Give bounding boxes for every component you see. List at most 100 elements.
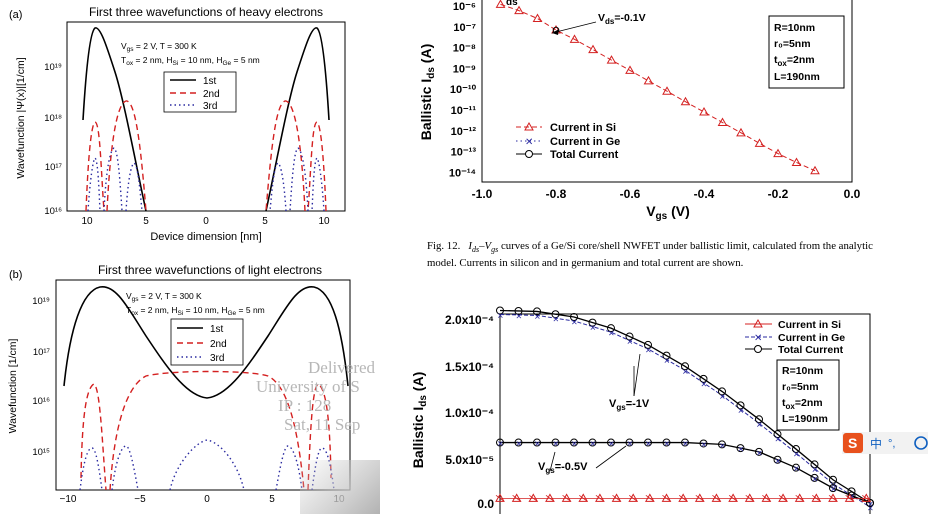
data-point-si — [528, 493, 539, 502]
y-tick-label: 10⁻¹³ — [451, 147, 477, 159]
data-point-ge: ✕ — [738, 445, 745, 454]
data-point-total — [496, 306, 504, 315]
data-point-ge: ✕ — [738, 406, 745, 415]
x-tick-label: -0.8 — [546, 187, 567, 201]
data-point-si — [794, 493, 805, 502]
x-tick-labels: -1.0 -0.8 -0.6 -0.4 -0.2 0.0 — [472, 187, 861, 201]
ids-vgs-log-chart: 10⁻⁶ 10⁻⁷ 10⁻⁸ 10⁻⁹ 10⁻¹⁰ 10⁻¹¹ 10⁻¹² 10⁻¹³ 10⁻¹… — [418, 0, 861, 222]
data-point-ge: ✕ — [701, 380, 708, 389]
ime-emoji-icon[interactable] — [914, 436, 928, 450]
data-point-si — [495, 0, 506, 8]
x-tick-label: 10 — [81, 216, 93, 227]
y-tick-labels: 10¹⁹ 10¹⁷ 10¹⁶ 10¹⁵ — [32, 296, 50, 458]
y-tick-labels: 10¹⁹ 10¹⁸ 10¹⁷ 10¹⁶ — [44, 62, 62, 217]
data-point-si — [595, 493, 605, 502]
data-point-ge: ✕ — [682, 440, 689, 449]
data-point-total — [718, 387, 726, 396]
data-point-total — [792, 445, 800, 454]
series-group: ✕ ✕ ✕ ✕ ✕✕✕✕✕✕✕✕✕✕✕✕✕✕✕✕✕✕ ✕ ✕ ✕ ✕ ✕ ✕ ✕ ✕ ✕ ✕ ✕ ✕ ✕ ✕✕✕✕✕… — [495, 306, 874, 513]
x-tick-label: -0.6 — [620, 187, 641, 201]
params-line-1: Vgs = 2 V, T = 300 K — [126, 291, 202, 303]
caption-text: curves of a Ge/Si core/shell NWFET under… — [427, 240, 873, 269]
data-point-si — [606, 55, 617, 64]
data-point-si — [680, 96, 691, 106]
data-point-si — [728, 493, 738, 502]
data-point-ge: ✕ — [664, 440, 671, 449]
data-point-si — [561, 493, 572, 502]
data-point-total — [681, 362, 689, 371]
data-point-si — [588, 44, 598, 54]
x-tick-label: 0 — [204, 494, 210, 505]
data-point-total — [644, 438, 652, 447]
data-point-total — [829, 484, 837, 493]
sogou-s-glyph: S — [848, 435, 857, 451]
data-point-ge: ✕ — [867, 504, 874, 513]
line-total-vgs-05 — [500, 441, 871, 504]
y-tick-label: 10¹⁸ — [44, 113, 62, 124]
data-point-si — [694, 493, 705, 502]
data-point-si — [511, 493, 522, 502]
line-current-in-si — [500, 3, 816, 172]
caption-ids-symbol: I — [468, 240, 473, 252]
watermark-line: University of S — [256, 377, 360, 396]
annotation-arrow — [595, 445, 627, 469]
curve-3rd-right — [269, 147, 325, 212]
data-point-total — [588, 438, 597, 447]
y-tick-label: 10¹⁹ — [44, 62, 62, 73]
params-box: R=10nm r₀=5nm tox=2nm L=190nm — [776, 359, 840, 431]
data-point-si — [514, 5, 524, 15]
y-axis-label: Ballistic Ids (A) — [418, 44, 437, 140]
curve-1st-left — [82, 27, 147, 212]
annotation-arrow — [551, 21, 597, 34]
legend: Current in Si ✕ Current in Ge Total Curr… — [745, 318, 845, 356]
x-tick-label: 5 — [143, 216, 149, 227]
data-point-total — [755, 415, 763, 424]
legend-label: Current in Ge — [778, 332, 845, 344]
annotation-arrow — [549, 451, 556, 472]
data-point-total — [644, 340, 652, 349]
data-point-ge: ✕ — [608, 329, 615, 338]
x-tick-label: 0.0 — [844, 187, 861, 201]
ime-language-label[interactable]: 中 — [870, 436, 882, 451]
data-point-si — [699, 107, 709, 116]
legend-box — [163, 71, 237, 113]
x-tick-label: -1.0 — [472, 187, 493, 201]
circle-marker — [754, 345, 762, 353]
ime-toolbar[interactable]: S 中 °, — [842, 432, 928, 454]
x-tick-label: −5 — [134, 494, 146, 505]
ime-punctuation-icon[interactable]: °, — [888, 438, 895, 450]
line-ge-vgs-1 — [499, 313, 871, 508]
data-point-si — [532, 13, 543, 23]
data-point-total — [810, 473, 819, 482]
y-tick-label: 10¹⁶ — [44, 206, 62, 217]
data-point-si — [844, 493, 855, 502]
param-r0: r₀=5nm — [782, 381, 819, 393]
params-line-1: Vgs = 2 V, T = 300 K — [121, 41, 197, 53]
annotation-arrowhead — [552, 29, 559, 35]
circle-marker — [525, 150, 533, 158]
data-point-ge: ✕ — [682, 367, 689, 376]
data-point-ge: ✕ — [849, 493, 856, 502]
sogou-logo-icon[interactable] — [843, 433, 863, 453]
triangle-marker — [524, 121, 534, 131]
chart-title: First three wavefunctions of heavy elect… — [89, 5, 323, 19]
data-point-ge: ✕ — [719, 441, 726, 450]
y-tick-label: 10⁻⁷ — [453, 22, 476, 34]
plot-frame — [499, 313, 871, 514]
curve-2nd-right — [307, 121, 327, 212]
series-1st — [82, 27, 330, 212]
watermark-line: Delivered — [308, 358, 376, 377]
vgs-annotation-1: Vgs=-1V — [609, 398, 650, 412]
data-point-ge: ✕ — [590, 324, 597, 333]
y-tick-label: 2.0x10⁻⁴ — [445, 313, 494, 327]
data-point-total — [773, 430, 782, 439]
data-point-total — [551, 310, 560, 319]
plot-frame — [55, 279, 351, 491]
watermark-line: IP : 128 — [278, 396, 332, 415]
data-point-ge: ✕ — [756, 449, 763, 458]
data-point-total — [810, 460, 819, 469]
chart-title: First three wavefunctions of light elect… — [98, 263, 322, 277]
y-axis-label: Ballistic Ids (A) — [410, 372, 429, 468]
x-tick-label: 5 — [262, 216, 268, 227]
data-point-ge: ✕ — [645, 346, 652, 355]
